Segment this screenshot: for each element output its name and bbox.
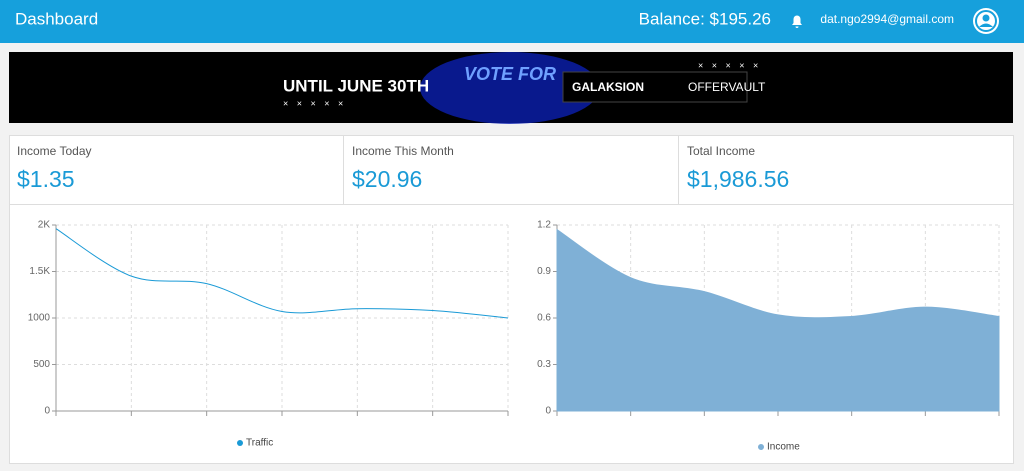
y-tick-label: 500 xyxy=(33,359,50,370)
banner-vote: VOTE FOR xyxy=(464,64,556,84)
stat-label: Income Today xyxy=(17,144,92,158)
user-email[interactable]: dat.ngo2994@gmail.com xyxy=(820,12,954,26)
banner-marks: × × × × × xyxy=(698,60,761,70)
y-tick-label: 0.9 xyxy=(537,266,551,277)
card xyxy=(9,135,1014,464)
avatar[interactable] xyxy=(973,8,999,34)
stat-value: $1,986.56 xyxy=(687,166,789,192)
y-tick-label: 0 xyxy=(545,406,551,417)
banner-brand: GALAKSION xyxy=(572,80,644,94)
legend-dot xyxy=(237,440,243,446)
area xyxy=(556,228,1000,412)
banner-glow xyxy=(420,52,600,124)
stat-value: $20.96 xyxy=(352,166,422,192)
legend-label: Income xyxy=(767,442,800,453)
y-tick-label: 2K xyxy=(38,220,51,231)
app-title[interactable]: Dashboard xyxy=(15,9,98,28)
stat-label: Income This Month xyxy=(352,144,454,158)
banner-partner: OFFERVAULT xyxy=(688,80,766,94)
stat-value: $1.35 xyxy=(17,166,75,192)
bell-icon[interactable] xyxy=(792,15,802,29)
y-tick-label: 1000 xyxy=(28,313,51,324)
line xyxy=(55,228,509,319)
y-tick-label: 0 xyxy=(44,406,50,417)
balance: Balance: $195.26 xyxy=(639,9,771,28)
y-tick-label: 1.2 xyxy=(537,220,551,231)
banner-box xyxy=(562,71,748,103)
y-tick-label: 0.3 xyxy=(537,359,551,370)
banner-marks: × × × × × xyxy=(283,98,346,108)
banner-until: UNTIL JUNE 30TH xyxy=(283,76,429,95)
legend-dot xyxy=(758,444,764,450)
top-bar xyxy=(0,0,1024,43)
legend-label: Traffic xyxy=(246,438,273,449)
y-tick-label: 0.6 xyxy=(537,313,551,324)
y-tick-label: 1.5K xyxy=(29,266,50,277)
stat-label: Total Income xyxy=(687,144,755,158)
